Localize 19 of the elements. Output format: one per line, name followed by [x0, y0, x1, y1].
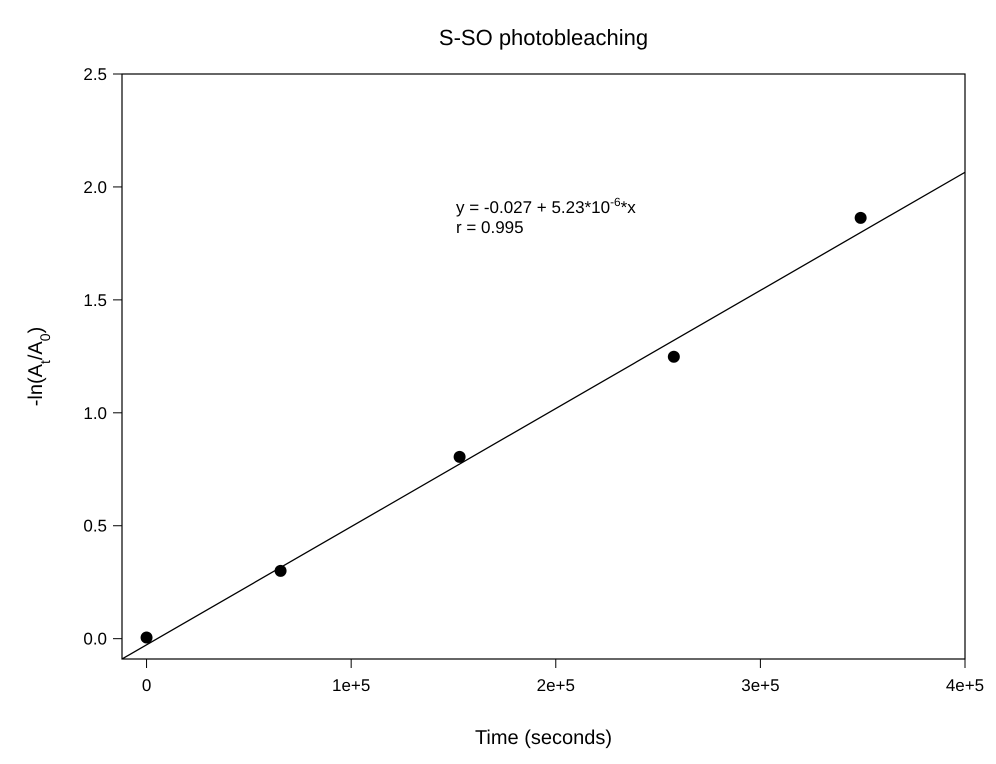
y-tick-label: 1.0: [83, 404, 107, 423]
y-tick-label: 2.5: [83, 65, 107, 84]
point: [454, 450, 466, 463]
point: [854, 212, 867, 224]
point: [140, 632, 153, 644]
x-axis-title: Time (seconds): [474, 727, 612, 749]
y-tick-label: 0.5: [83, 516, 107, 536]
chart-title: S-SO photobleaching: [438, 25, 648, 50]
x-tick-label: 3e+5: [741, 676, 780, 695]
x-tick-label: 0: [142, 676, 152, 695]
y-tick-label: 2.0: [83, 178, 107, 197]
annotation: y = -0.027 + 5.23*10$^{-6}$*x: [456, 195, 636, 217]
y-tick-label: 1.5: [83, 290, 107, 310]
x-tick-label: 1e+5: [332, 676, 370, 695]
x-tick-label: 4e+5: [946, 676, 984, 695]
point: [668, 350, 680, 363]
y-tick-label: 0.0: [83, 630, 107, 649]
x-tick-label: 2e+5: [536, 676, 575, 695]
annotation: r = 0.995: [456, 218, 524, 237]
